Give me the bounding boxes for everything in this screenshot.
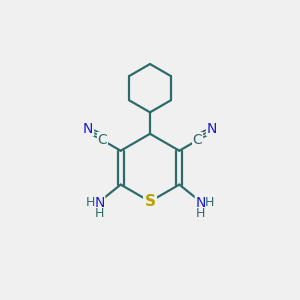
Text: H: H — [86, 196, 95, 209]
Text: N: N — [195, 196, 206, 210]
Text: N: N — [206, 122, 217, 136]
Text: S: S — [145, 194, 155, 209]
Text: H: H — [95, 207, 104, 220]
Text: N: N — [94, 196, 105, 210]
Text: C: C — [193, 133, 202, 146]
Text: H: H — [196, 207, 205, 220]
Text: C: C — [98, 133, 107, 146]
Text: H: H — [205, 196, 214, 209]
Text: N: N — [83, 122, 94, 136]
